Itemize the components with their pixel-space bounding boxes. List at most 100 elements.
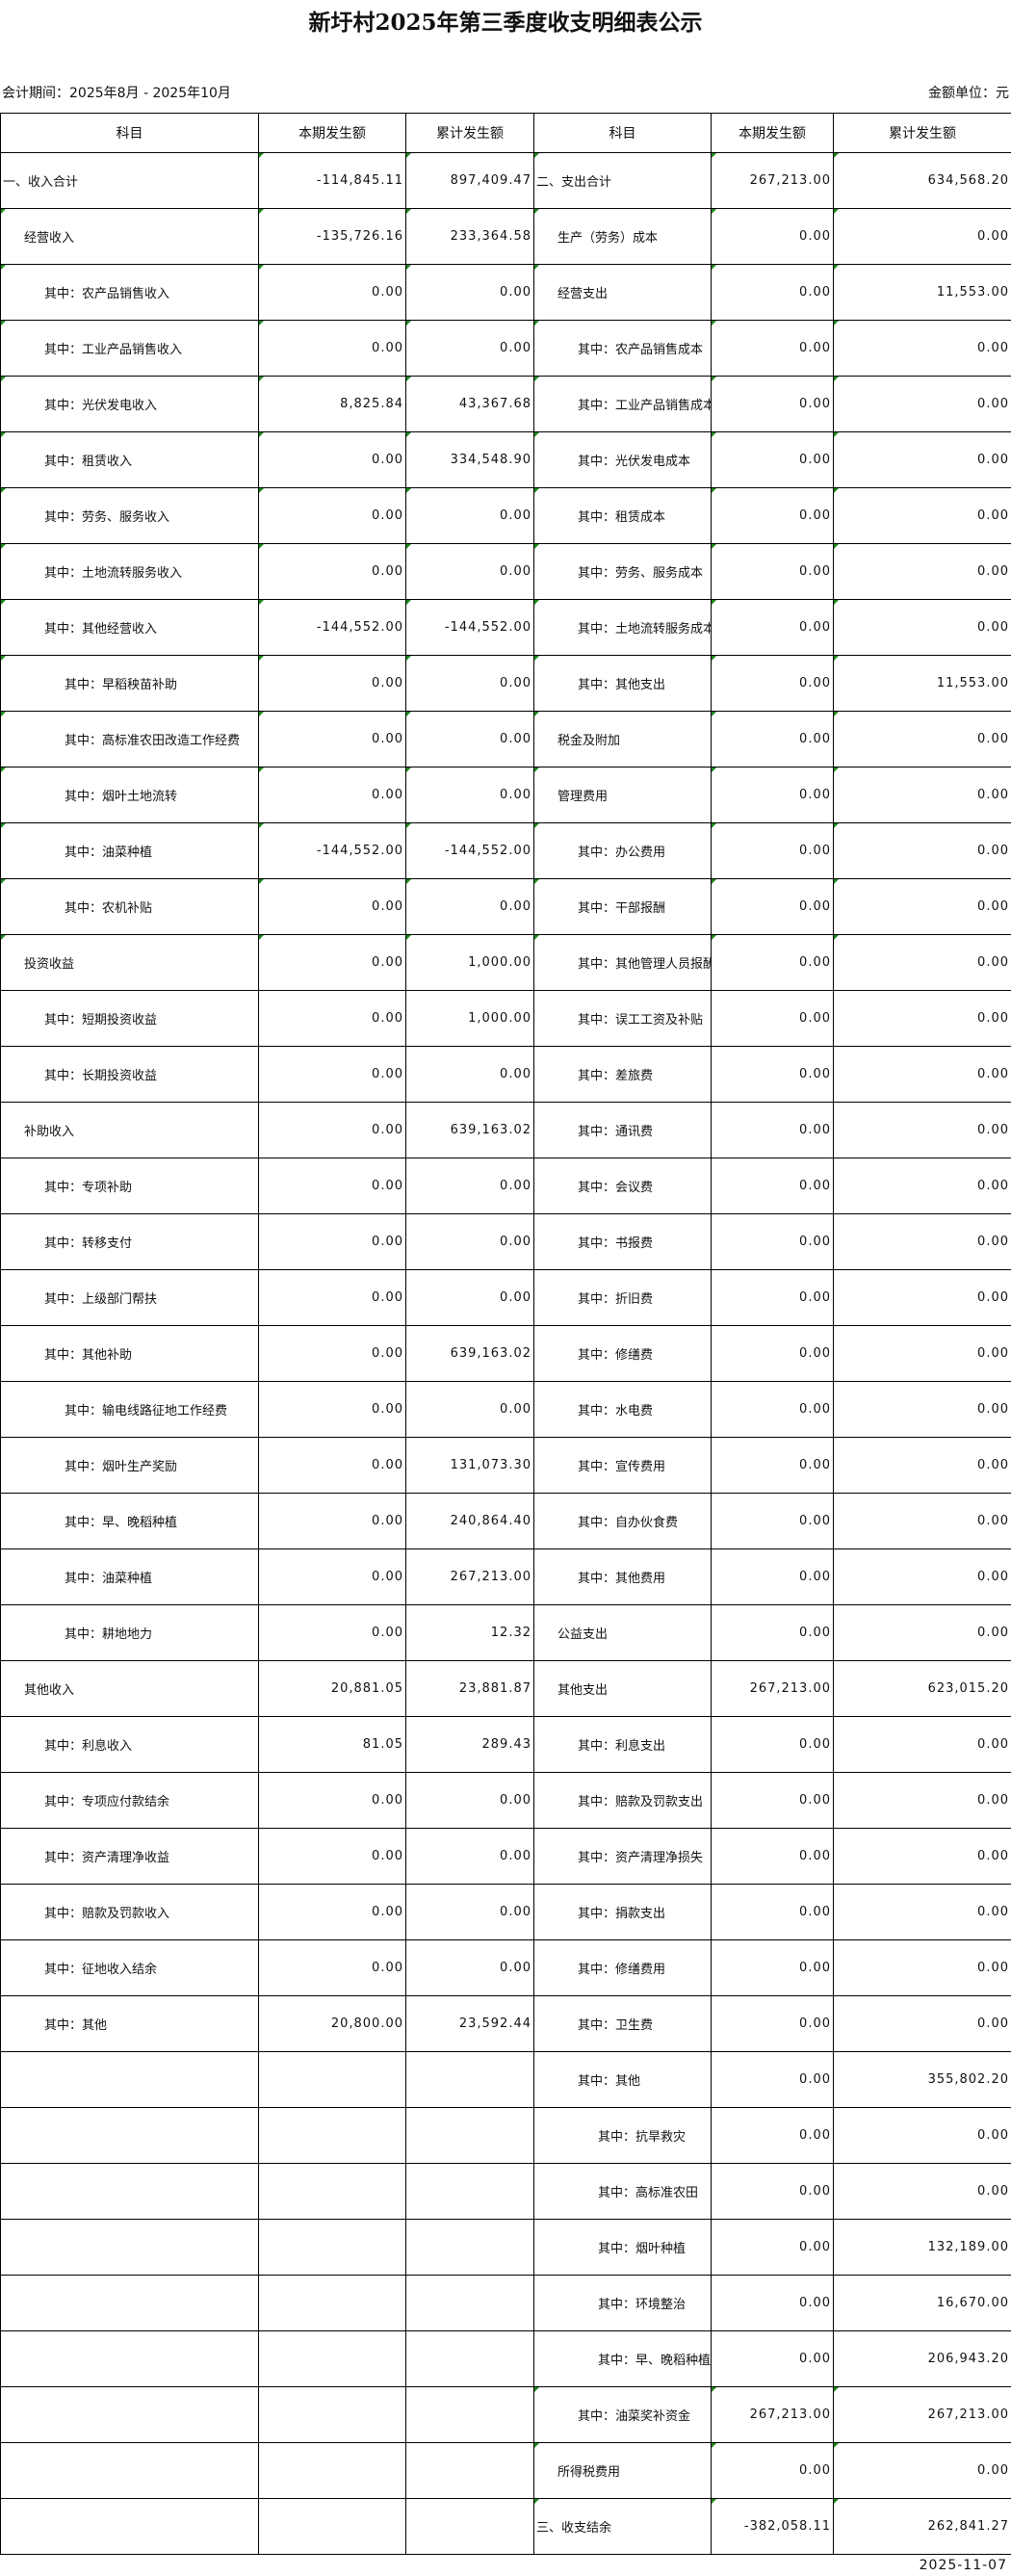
- table-row: 其中：农产品销售收入 0.00 0.00 经营支出 0.00 11,553.00: [0, 264, 1011, 321]
- expense-cumulative-amount: 0.00: [833, 1995, 1011, 2052]
- expense-subject: 其中：其他: [533, 2051, 712, 2108]
- expense-subject: 其中：其他支出: [533, 655, 712, 712]
- income-current-amount: -144,552.00: [258, 822, 406, 879]
- income-subject: 经营收入: [0, 208, 259, 265]
- expense-current-amount: 0.00: [711, 376, 834, 432]
- expense-current-amount: 0.00: [711, 2330, 834, 2387]
- income-current-amount: 8,825.84: [258, 376, 406, 432]
- income-current-amount: 0.00: [258, 655, 406, 712]
- expense-subject: 公益支出: [533, 1604, 712, 1661]
- income-current-amount: 81.05: [258, 1716, 406, 1773]
- income-subject: 其中：资产清理净收益: [0, 1828, 259, 1885]
- income-subject: 其中：其他: [0, 1995, 259, 2052]
- expense-cumulative-amount: 0.00: [833, 487, 1011, 544]
- income-cumulative-amount: 289.43: [405, 1716, 534, 1773]
- expense-cumulative-amount: 0.00: [833, 2107, 1011, 2164]
- income-cumulative-amount: 240,864.40: [405, 1493, 534, 1549]
- income-current-amount: [258, 2219, 406, 2276]
- expense-subject: 其中：高标准农田: [533, 2163, 712, 2220]
- income-cumulative-amount: 0.00: [405, 1269, 534, 1326]
- expense-cumulative-amount: 0.00: [833, 878, 1011, 935]
- table-row: 其中：资产清理净收益 0.00 0.00 其中：资产清理净损失 0.00 0.00: [0, 1828, 1011, 1885]
- expense-subject: 其中：利息支出: [533, 1716, 712, 1773]
- expense-subject: 其中：修缮费: [533, 1325, 712, 1382]
- table-row: 一、收入合计 -114,845.11 897,409.47 二、支出合计 267,213…: [0, 152, 1011, 209]
- expense-subject: 其中：自办伙食费: [533, 1493, 712, 1549]
- expense-cumulative-amount: 11,553.00: [833, 655, 1011, 712]
- expense-subject: 其中：早、晚稻种植: [533, 2330, 712, 2387]
- expense-current-amount: 0.00: [711, 2442, 834, 2499]
- income-subject: 其中：油菜种植: [0, 822, 259, 879]
- expense-current-amount: 267,213.00: [711, 1660, 834, 1717]
- income-cumulative-amount: 12.32: [405, 1604, 534, 1661]
- expense-subject: 其中：其他管理人员报酬: [533, 934, 712, 991]
- expense-current-amount: 0.00: [711, 1381, 834, 1438]
- income-subject: 其中：其他补助: [0, 1325, 259, 1382]
- income-expense-table: 科目 本期发生额 累计发生额 科目 本期发生额 累计发生额 一、收入合计 -114…: [0, 113, 1011, 2555]
- income-current-amount: 0.00: [258, 1269, 406, 1326]
- expense-current-amount: 0.00: [711, 934, 834, 991]
- table-row: 其中：油菜奖补资金 267,213.00 267,213.00: [0, 2386, 1011, 2443]
- income-cumulative-amount: [405, 2163, 534, 2220]
- header-income-current: 本期发生额: [258, 113, 406, 153]
- table-row: 其中：专项应付款结余 0.00 0.00 其中：赔款及罚款支出 0.00 0.00: [0, 1772, 1011, 1829]
- expense-current-amount: 0.00: [711, 543, 834, 600]
- table-row: 其中：高标准农田 0.00 0.00: [0, 2163, 1011, 2220]
- table-row: 其中：早、晚稻种植 0.00 206,943.20: [0, 2330, 1011, 2387]
- expense-cumulative-amount: 0.00: [833, 1828, 1011, 1885]
- expense-current-amount: 0.00: [711, 2107, 834, 2164]
- income-cumulative-amount: 0.00: [405, 264, 534, 321]
- expense-current-amount: 0.00: [711, 264, 834, 321]
- expense-cumulative-amount: 0.00: [833, 431, 1011, 488]
- income-subject: 其中：上级部门帮扶: [0, 1269, 259, 1326]
- expense-current-amount: 0.00: [711, 822, 834, 879]
- expense-current-amount: 0.00: [711, 1269, 834, 1326]
- income-subject: [0, 2051, 259, 2108]
- table-row: 其中：耕地地力 0.00 12.32 公益支出 0.00 0.00: [0, 1604, 1011, 1661]
- expense-subject: 其中：土地流转服务成本: [533, 599, 712, 656]
- table-row: 其中：短期投资收益 0.00 1,000.00 其中：误工工资及补贴 0.00 0.00: [0, 990, 1011, 1047]
- income-current-amount: 0.00: [258, 1102, 406, 1158]
- table-row: 三、收支结余 -382,058.11 262,841.27: [0, 2498, 1011, 2555]
- expense-subject: 其中：会议费: [533, 1158, 712, 1214]
- table-row: 其中：输电线路征地工作经费 0.00 0.00 其中：水电费 0.00 0.00: [0, 1381, 1011, 1438]
- income-cumulative-amount: 0.00: [405, 320, 534, 377]
- expense-subject: 其中：干部报酬: [533, 878, 712, 935]
- table-row: 其中：抗旱救灾 0.00 0.00: [0, 2107, 1011, 2164]
- income-subject: 其中：烟叶生产奖励: [0, 1437, 259, 1494]
- income-cumulative-amount: 1,000.00: [405, 934, 534, 991]
- income-cumulative-amount: 0.00: [405, 1213, 534, 1270]
- expense-cumulative-amount: 0.00: [833, 2442, 1011, 2499]
- table-row: 其中：烟叶生产奖励 0.00 131,073.30 其中：宣传费用 0.00 0.00: [0, 1437, 1011, 1494]
- income-cumulative-amount: 334,548.90: [405, 431, 534, 488]
- income-subject: 其中：利息收入: [0, 1716, 259, 1773]
- expense-current-amount: 0.00: [711, 2275, 834, 2331]
- income-current-amount: 0.00: [258, 1828, 406, 1885]
- income-subject: 其中：劳务、服务收入: [0, 487, 259, 544]
- income-subject: 其中：农机补贴: [0, 878, 259, 935]
- expense-cumulative-amount: 11,553.00: [833, 264, 1011, 321]
- expense-subject: 其中：卫生费: [533, 1995, 712, 2052]
- table-row: 其中：烟叶土地流转 0.00 0.00 管理费用 0.00 0.00: [0, 767, 1011, 823]
- table-row: 其中：土地流转服务收入 0.00 0.00 其中：劳务、服务成本 0.00 0.00: [0, 543, 1011, 600]
- income-current-amount: [258, 2275, 406, 2331]
- expense-cumulative-amount: 0.00: [833, 2163, 1011, 2220]
- table-row: 其中：其他补助 0.00 639,163.02 其中：修缮费 0.00 0.00: [0, 1325, 1011, 1382]
- income-cumulative-amount: 43,367.68: [405, 376, 534, 432]
- expense-cumulative-amount: 0.00: [833, 1437, 1011, 1494]
- table-row: 其中：高标准农田改造工作经费 0.00 0.00 税金及附加 0.00 0.00: [0, 711, 1011, 768]
- income-current-amount: 0.00: [258, 1381, 406, 1438]
- expense-subject: 其中：光伏发电成本: [533, 431, 712, 488]
- income-cumulative-amount: 0.00: [405, 878, 534, 935]
- income-subject: 其中：长期投资收益: [0, 1046, 259, 1103]
- expense-cumulative-amount: 0.00: [833, 1325, 1011, 1382]
- table-row: 其中：其他 20,800.00 23,592.44 其中：卫生费 0.00 0.00: [0, 1995, 1011, 2052]
- expense-cumulative-amount: 0.00: [833, 767, 1011, 823]
- income-current-amount: 20,800.00: [258, 1995, 406, 2052]
- income-current-amount: 0.00: [258, 264, 406, 321]
- income-cumulative-amount: 0.00: [405, 711, 534, 768]
- expense-subject: 其中：修缮费用: [533, 1939, 712, 1996]
- expense-current-amount: 0.00: [711, 878, 834, 935]
- income-cumulative-amount: [405, 2442, 534, 2499]
- table-row: 所得税费用 0.00 0.00: [0, 2442, 1011, 2499]
